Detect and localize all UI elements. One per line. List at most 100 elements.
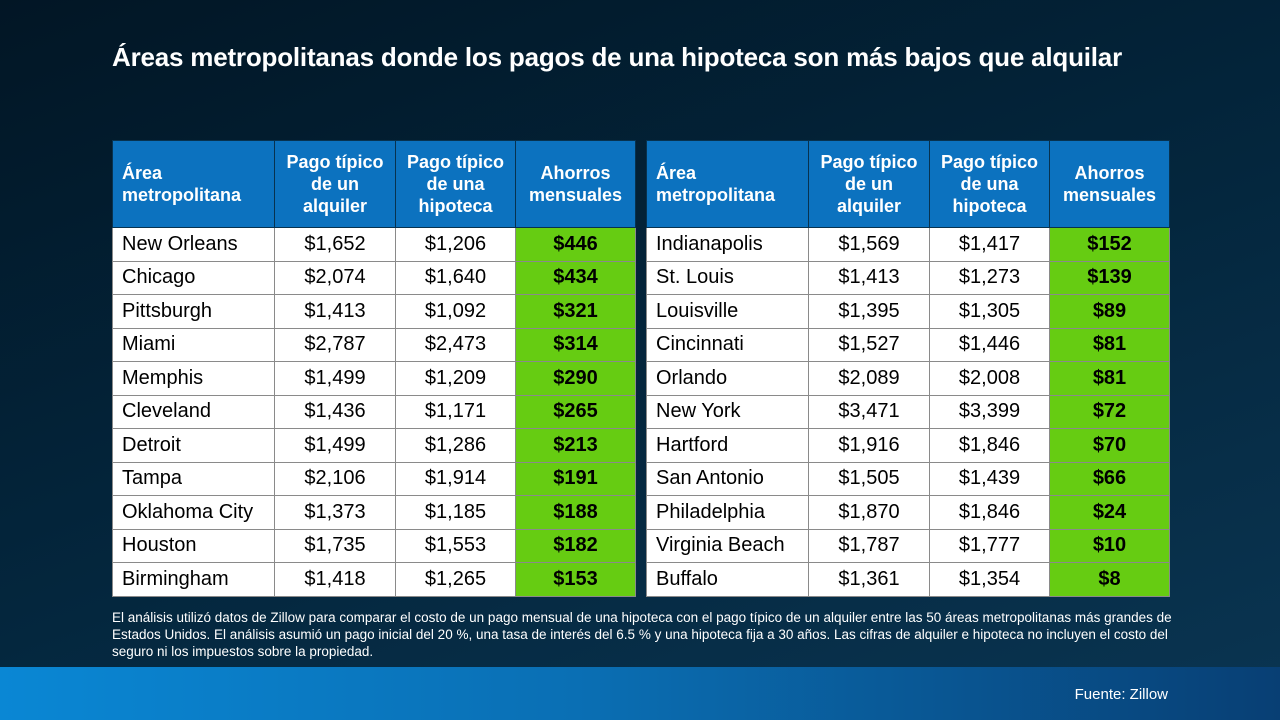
table-row: Philadelphia $1,870 $1,846 $24: [646, 495, 1170, 530]
mortgage-cell: $1,273: [929, 260, 1050, 295]
rent-cell: $1,735: [274, 528, 396, 563]
table-header-row: Área metropolitana Pago típico de un alq…: [646, 140, 1170, 228]
table-row: Cincinnati $1,527 $1,446 $81: [646, 327, 1170, 362]
header-rent: Pago típico de un alquiler: [808, 140, 930, 228]
area-cell: Hartford: [646, 428, 809, 463]
table-row: Tampa $2,106 $1,914 $191: [112, 461, 636, 496]
mortgage-cell: $1,354: [929, 562, 1050, 597]
area-cell: Memphis: [112, 361, 275, 396]
footer-band: [0, 667, 1280, 720]
savings-cell: $321: [515, 294, 636, 329]
table-row: St. Louis $1,413 $1,273 $139: [646, 260, 1170, 295]
savings-cell: $10: [1049, 528, 1170, 563]
rent-cell: $3,471: [808, 394, 930, 429]
table-row: Birmingham $1,418 $1,265 $153: [112, 562, 636, 597]
methodology-note: El análisis utilizó datos de Zillow para…: [112, 610, 1172, 659]
rent-cell: $1,413: [274, 294, 396, 329]
area-cell: Philadelphia: [646, 495, 809, 530]
area-cell: Orlando: [646, 361, 809, 396]
mortgage-cell: $1,777: [929, 528, 1050, 563]
rent-cell: $1,787: [808, 528, 930, 563]
savings-cell: $89: [1049, 294, 1170, 329]
rent-cell: $1,499: [274, 361, 396, 396]
rent-cell: $1,413: [808, 260, 930, 295]
table-body-right: Indianapolis $1,569 $1,417 $152 St. Louis $1,…: [646, 227, 1170, 597]
mortgage-cell: $1,209: [395, 361, 516, 396]
area-cell: Buffalo: [646, 562, 809, 597]
rent-cell: $1,569: [808, 227, 930, 262]
table-row: Detroit $1,499 $1,286 $213: [112, 428, 636, 463]
table-row: Hartford $1,916 $1,846 $70: [646, 428, 1170, 463]
rent-cell: $2,106: [274, 461, 396, 496]
header-area: Área metropolitana: [112, 140, 275, 228]
table-header-row: Área metropolitana Pago típico de un alq…: [112, 140, 636, 228]
table-row: Chicago $2,074 $1,640 $434: [112, 260, 636, 295]
table-row: New Orleans $1,652 $1,206 $446: [112, 227, 636, 262]
table-row: Memphis $1,499 $1,209 $290: [112, 361, 636, 396]
table-row: Indianapolis $1,569 $1,417 $152: [646, 227, 1170, 262]
area-cell: Virginia Beach: [646, 528, 809, 563]
table-row: Miami $2,787 $2,473 $314: [112, 327, 636, 362]
table-row: Houston $1,735 $1,553 $182: [112, 528, 636, 563]
savings-cell: $182: [515, 528, 636, 563]
rent-cell: $1,527: [808, 327, 930, 362]
mortgage-cell: $1,305: [929, 294, 1050, 329]
rent-cell: $1,395: [808, 294, 930, 329]
mortgage-cell: $1,171: [395, 394, 516, 429]
savings-cell: $446: [515, 227, 636, 262]
area-cell: Oklahoma City: [112, 495, 275, 530]
area-cell: Houston: [112, 528, 275, 563]
mortgage-cell: $1,206: [395, 227, 516, 262]
table-row: New York $3,471 $3,399 $72: [646, 394, 1170, 429]
mortgage-cell: $1,846: [929, 428, 1050, 463]
savings-cell: $24: [1049, 495, 1170, 530]
rent-cell: $1,505: [808, 461, 930, 496]
mortgage-cell: $1,446: [929, 327, 1050, 362]
table-row: Pittsburgh $1,413 $1,092 $321: [112, 294, 636, 329]
mortgage-cell: $1,286: [395, 428, 516, 463]
rent-cell: $1,916: [808, 428, 930, 463]
table-row: Cleveland $1,436 $1,171 $265: [112, 394, 636, 429]
area-cell: St. Louis: [646, 260, 809, 295]
savings-cell: $434: [515, 260, 636, 295]
area-cell: Birmingham: [112, 562, 275, 597]
savings-cell: $81: [1049, 361, 1170, 396]
mortgage-cell: $1,439: [929, 461, 1050, 496]
rent-cell: $2,074: [274, 260, 396, 295]
header-area: Área metropolitana: [646, 140, 809, 228]
area-cell: New Orleans: [112, 227, 275, 262]
savings-cell: $314: [515, 327, 636, 362]
savings-cell: $188: [515, 495, 636, 530]
table-row: San Antonio $1,505 $1,439 $66: [646, 461, 1170, 496]
header-rent: Pago típico de un alquiler: [274, 140, 396, 228]
table-row: Virginia Beach $1,787 $1,777 $10: [646, 528, 1170, 563]
mortgage-cell: $1,640: [395, 260, 516, 295]
savings-cell: $153: [515, 562, 636, 597]
mortgage-cell: $1,092: [395, 294, 516, 329]
savings-cell: $152: [1049, 227, 1170, 262]
area-cell: Detroit: [112, 428, 275, 463]
savings-cell: $66: [1049, 461, 1170, 496]
mortgage-cell: $1,265: [395, 562, 516, 597]
header-savings: Ahorros mensuales: [1049, 140, 1170, 228]
savings-cell: $70: [1049, 428, 1170, 463]
area-cell: Tampa: [112, 461, 275, 496]
savings-cell: $191: [515, 461, 636, 496]
rent-cell: $1,499: [274, 428, 396, 463]
rent-cell: $1,652: [274, 227, 396, 262]
mortgage-cell: $1,185: [395, 495, 516, 530]
area-cell: Chicago: [112, 260, 275, 295]
header-mortgage: Pago típico de una hipoteca: [929, 140, 1050, 228]
savings-cell: $213: [515, 428, 636, 463]
savings-cell: $139: [1049, 260, 1170, 295]
table-row: Oklahoma City $1,373 $1,185 $188: [112, 495, 636, 530]
mortgage-cell: $2,008: [929, 361, 1050, 396]
header-mortgage: Pago típico de una hipoteca: [395, 140, 516, 228]
rent-cell: $1,870: [808, 495, 930, 530]
savings-table-right: Área metropolitana Pago típico de un alq…: [646, 140, 1170, 597]
savings-cell: $290: [515, 361, 636, 396]
rent-cell: $2,089: [808, 361, 930, 396]
area-cell: Louisville: [646, 294, 809, 329]
mortgage-cell: $1,846: [929, 495, 1050, 530]
area-cell: Cincinnati: [646, 327, 809, 362]
